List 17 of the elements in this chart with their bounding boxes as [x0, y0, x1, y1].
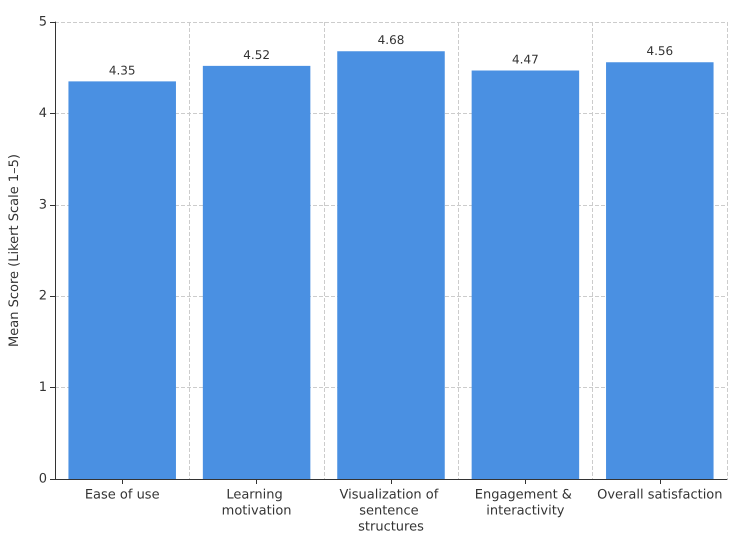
x-tick-label: Overall satisfaction — [597, 488, 723, 502]
y-tick-label: 4 — [38, 106, 47, 121]
y-axis-title: Mean Score (Likert Scale 1–5) — [7, 154, 22, 347]
data-label: 4.47 — [512, 52, 539, 66]
y-tick-label: 0 — [38, 472, 47, 486]
data-label: 4.52 — [243, 48, 270, 62]
y-tick-label: 3 — [38, 197, 47, 212]
x-tick-label: Ease of use — [84, 488, 160, 502]
x-tick-label: Engagement & interactivity — [474, 488, 576, 518]
data-label: 4.35 — [108, 63, 136, 78]
y-tick-label: 2 — [38, 288, 47, 304]
data-label: 4.68 — [378, 33, 404, 48]
data-label: 4.56 — [646, 44, 674, 58]
y-tick-label: 5 — [38, 14, 47, 30]
y-tick-label: 1 — [38, 380, 47, 396]
x-tick-label: Learning motivation — [222, 488, 292, 518]
x-tick-label: Visualization of sentence structures — [340, 488, 442, 534]
